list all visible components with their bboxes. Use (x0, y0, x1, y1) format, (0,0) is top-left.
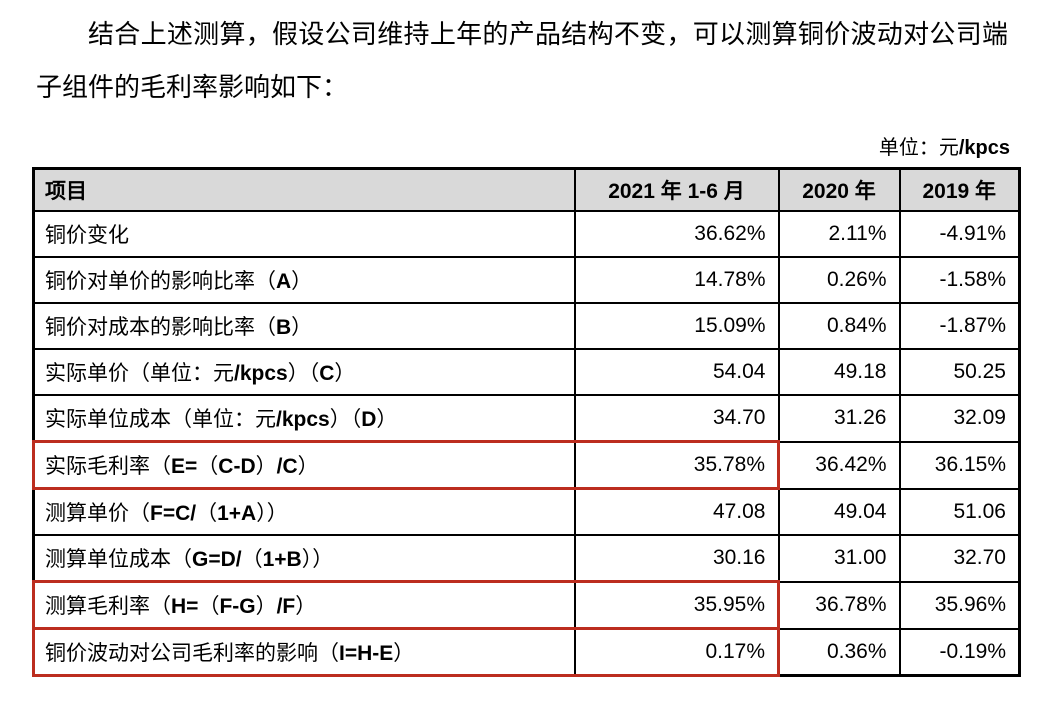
table-row: 铜价变化 36.62% 2.11% -4.91% (32, 210, 1021, 258)
row-label: 铜价对成本的影响比率（B） (32, 302, 576, 350)
table-row: 实际单价（单位：元/kpcs）（C） 54.04 49.18 50.25 (32, 348, 1021, 396)
row-label: 测算毛利率（H=（F-G）/F） (32, 580, 576, 630)
table-header: 项目 2021 年 1-6 月 2020 年 2019 年 (32, 167, 1021, 212)
cell-value: 36.42% (777, 440, 901, 490)
cell-value: 35.78% (573, 440, 780, 490)
header-row: 项目 2021 年 1-6 月 2020 年 2019 年 (32, 167, 1021, 212)
cell-value: 51.06 (898, 487, 1021, 536)
cell-value: 47.08 (573, 487, 780, 536)
cell-value: 54.04 (573, 348, 780, 396)
header-2020: 2020 年 (777, 167, 901, 212)
row-label: 实际单价（单位：元/kpcs）（C） (32, 348, 576, 396)
cell-value: 34.70 (573, 394, 780, 443)
cell-value: 31.26 (777, 394, 901, 443)
cell-value: 2.11% (777, 210, 901, 258)
header-2021-h1: 2021 年 1-6 月 (573, 167, 780, 212)
header-item: 项目 (32, 167, 576, 212)
table-body: 铜价变化 36.62% 2.11% -4.91% 铜价对单价的影响比率（A） 14.78%… (32, 210, 1021, 677)
row-label: 铜价变化 (32, 210, 576, 258)
table-row-highlighted: 实际毛利率（E=（C-D）/C） 35.78% 36.42% 36.15% (32, 440, 1021, 490)
cell-value: -4.91% (898, 210, 1021, 258)
table-row: 实际单位成本（单位：元/kpcs）（D） 34.70 31.26 32.09 (32, 394, 1021, 443)
cell-value: 35.96% (898, 580, 1021, 630)
cell-value: -1.58% (898, 256, 1021, 304)
cell-value: -0.19% (898, 627, 1021, 677)
unit-label: 单位：元/kpcs (878, 137, 1010, 159)
cell-value: 35.95% (573, 580, 780, 630)
gross-margin-impact-table: 项目 2021 年 1-6 月 2020 年 2019 年 铜价变化 36.62%… (32, 167, 1021, 677)
row-label: 铜价对单价的影响比率（A） (32, 256, 576, 304)
cell-value: 14.78% (573, 256, 780, 304)
row-label: 测算单价（F=C/（1+A）） (32, 487, 576, 536)
table-row: 测算单位成本（G=D/（1+B）） 30.16 31.00 32.70 (32, 534, 1021, 583)
header-2019: 2019 年 (898, 167, 1021, 212)
cell-value: 15.09% (573, 302, 780, 350)
cell-value: 0.36% (777, 627, 901, 677)
cell-value: 50.25 (898, 348, 1021, 396)
intro-paragraph: 结合上述测算，假设公司维持上年的产品结构不变，可以测算铜价波动对公司端子组件的毛… (36, 20, 1008, 102)
table-row-highlighted: 测算毛利率（H=（F-G）/F） 35.95% 36.78% 35.96% (32, 580, 1021, 630)
cell-value: 36.15% (898, 440, 1021, 490)
cell-value: 31.00 (777, 534, 901, 583)
row-label: 实际单位成本（单位：元/kpcs）（D） (32, 394, 576, 443)
cell-value: 36.78% (777, 580, 901, 630)
cell-value: 49.04 (777, 487, 901, 536)
row-label: 实际毛利率（E=（C-D）/C） (32, 440, 576, 490)
cell-value: 0.17% (573, 627, 780, 677)
row-label: 测算单位成本（G=D/（1+B）） (32, 534, 576, 583)
cell-value: 32.70 (898, 534, 1021, 583)
cell-value: 32.09 (898, 394, 1021, 443)
table-row-highlighted: 铜价波动对公司毛利率的影响（I=H-E） 0.17% 0.36% -0.19% (32, 627, 1021, 677)
cell-value: 0.84% (777, 302, 901, 350)
cell-value: 49.18 (777, 348, 901, 396)
cell-value: 30.16 (573, 534, 780, 583)
table-row: 测算单价（F=C/（1+A）） 47.08 49.04 51.06 (32, 487, 1021, 536)
row-label: 铜价波动对公司毛利率的影响（I=H-E） (32, 627, 576, 677)
table-row: 铜价对单价的影响比率（A） 14.78% 0.26% -1.58% (32, 256, 1021, 304)
cell-value: -1.87% (898, 302, 1021, 350)
cell-value: 0.26% (777, 256, 901, 304)
table-row: 铜价对成本的影响比率（B） 15.09% 0.84% -1.87% (32, 302, 1021, 350)
cell-value: 36.62% (573, 210, 780, 258)
